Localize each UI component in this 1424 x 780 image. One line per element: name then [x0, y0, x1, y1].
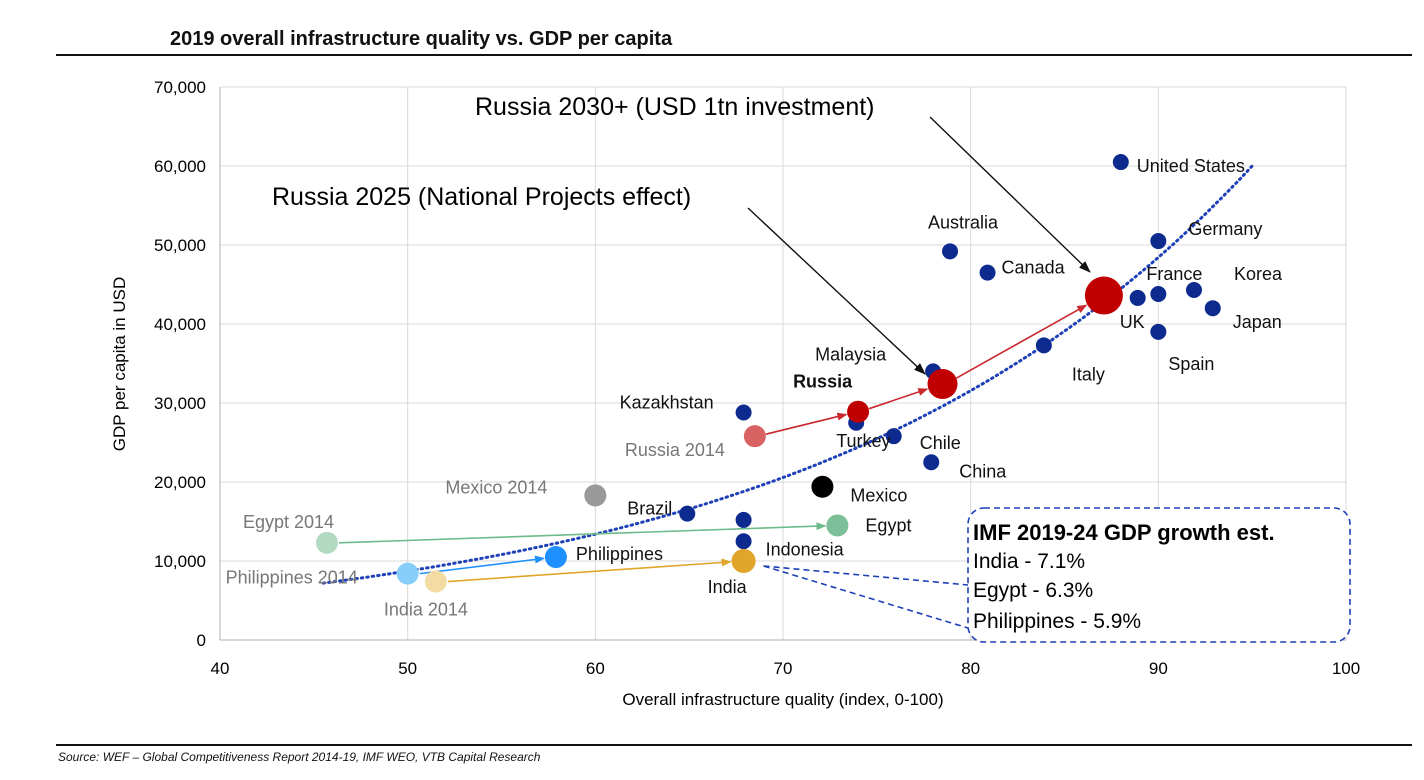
point-country — [735, 511, 752, 528]
label-italy: Italy — [1072, 364, 1105, 384]
label-egypt-2014: Egypt 2014 — [243, 512, 334, 532]
imf-box-line-philippines: Philippines - 5.9% — [973, 610, 1141, 633]
callout-arrow-2025 — [747, 207, 926, 375]
annotation-russia-2025: Russia 2025 (National Projects effect) — [272, 183, 691, 211]
label-russia-2014: Russia 2014 — [625, 440, 725, 460]
point-egypt — [826, 514, 849, 537]
source-note: Source: WEF – Global Competitiveness Rep… — [58, 750, 541, 764]
point-brazil — [679, 505, 696, 522]
chart-title: 2019 overall infrastructure quality vs. … — [170, 28, 673, 50]
point-spain — [1150, 323, 1167, 340]
label-india: India — [708, 577, 748, 597]
point-chile — [885, 428, 902, 445]
point-japan — [1204, 300, 1221, 317]
y-tick-label: 40,000 — [154, 315, 206, 334]
y-axis-label: GDP per capita in USD — [110, 277, 129, 451]
point-egypt-2014 — [315, 531, 338, 554]
y-tick-label: 0 — [197, 631, 206, 650]
label-mexico-2014: Mexico 2014 — [445, 477, 547, 497]
point-italy — [1035, 337, 1052, 354]
y-tick-label: 50,000 — [154, 236, 206, 255]
point-germany — [1150, 233, 1167, 250]
label-uk: UK — [1120, 312, 1145, 332]
imf-box-line-india: India - 7.1% — [973, 550, 1085, 573]
label-chile: Chile — [920, 433, 961, 453]
y-tick-label: 20,000 — [154, 473, 206, 492]
x-tick-label: 90 — [1149, 659, 1168, 678]
label-kazakhstan: Kazakhstan — [620, 392, 714, 412]
callout-arrow-2030 — [929, 116, 1091, 273]
y-tick-label: 30,000 — [154, 394, 206, 413]
point-india-2014 — [424, 570, 447, 593]
label-turkey: Turkey — [836, 431, 890, 451]
axes: 40 50 60 70 80 90 100 0 10,000 20,000 30,000 40,000… — [154, 78, 1360, 678]
point-australia — [942, 243, 959, 260]
x-axis-label: Overall infrastructure quality (index, 0… — [622, 690, 943, 709]
india-arrow — [447, 558, 732, 583]
point-china — [923, 454, 940, 471]
y-tick-label: 10,000 — [154, 552, 206, 571]
point-mexico-2014 — [584, 484, 607, 507]
annotation-russia-2030: Russia 2030+ (USD 1tn investment) — [475, 93, 875, 121]
bottom-rule — [56, 744, 1412, 746]
y-tick-label: 60,000 — [154, 157, 206, 176]
point-kazakhstan — [735, 404, 752, 421]
russia-arrow-2019-2025 — [868, 388, 929, 410]
point-philippines — [544, 546, 567, 569]
label-germany: Germany — [1188, 219, 1262, 239]
point-russia — [847, 400, 870, 423]
label-india-2014: India 2014 — [384, 600, 468, 620]
point-russia_biggest — [1084, 276, 1123, 315]
label-philippines-2014: Philippines 2014 — [226, 568, 358, 588]
point-united-states — [1112, 154, 1129, 171]
point-uk — [1129, 289, 1146, 306]
label-russia: Russia — [793, 372, 853, 392]
point-russia_big — [927, 369, 958, 400]
label-france: France — [1146, 264, 1202, 284]
label-korea: Korea — [1234, 264, 1283, 284]
label-japan: Japan — [1233, 312, 1282, 332]
label-spain: Spain — [1168, 354, 1214, 374]
imf-pointer-upper — [763, 565, 969, 586]
label-mexico: Mexico — [850, 486, 907, 506]
label-egypt: Egypt — [865, 515, 911, 535]
imf-pointer-lower — [763, 565, 969, 629]
russia-arrow-2014-2019 — [765, 412, 848, 435]
arrows — [338, 116, 1091, 629]
point-mexico — [811, 475, 834, 498]
point-labels: United States Germany France Korea Japan UK Sp… — [226, 156, 1283, 619]
point-india — [731, 549, 756, 573]
philippines-arrow — [419, 555, 545, 575]
russia-arrow-2025-2030 — [956, 304, 1088, 379]
imf-box: IMF 2019-24 GDP growth est. India - 7.1%… — [967, 507, 1351, 643]
point-france — [1150, 285, 1167, 302]
label-australia: Australia — [928, 212, 999, 232]
imf-box-line-egypt: Egypt - 6.3% — [973, 579, 1093, 602]
x-tick-label: 100 — [1332, 659, 1360, 678]
point-philippines-2014 — [396, 562, 419, 585]
top-rule — [56, 54, 1412, 56]
label-malaysia: Malaysia — [815, 344, 887, 364]
label-brazil: Brazil — [627, 499, 672, 519]
x-tick-label: 80 — [961, 659, 980, 678]
label-canada: Canada — [1002, 258, 1066, 278]
y-tick-label: 70,000 — [154, 78, 206, 97]
x-tick-label: 50 — [398, 659, 417, 678]
imf-box-frame — [967, 507, 1351, 643]
data-points — [315, 154, 1221, 593]
x-tick-label: 70 — [774, 659, 793, 678]
label-china: China — [959, 461, 1007, 481]
label-united-states: United States — [1137, 156, 1245, 176]
x-tick-label: 40 — [211, 659, 230, 678]
point-indonesia — [735, 533, 752, 550]
x-tick-label: 60 — [586, 659, 605, 678]
point-russia-2014 — [743, 425, 766, 448]
egypt-arrow — [338, 522, 827, 544]
label-indonesia: Indonesia — [766, 539, 845, 559]
point-korea — [1185, 282, 1202, 299]
imf-box-title: IMF 2019-24 GDP growth est. — [973, 520, 1275, 545]
point-canada — [979, 264, 996, 281]
label-philippines: Philippines — [576, 544, 663, 564]
